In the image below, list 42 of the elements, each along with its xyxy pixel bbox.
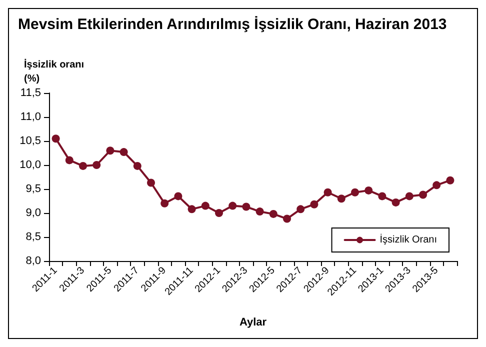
point — [215, 209, 223, 217]
point — [188, 205, 196, 214]
legend-label: İşsizlik Oranı — [380, 234, 438, 246]
point — [269, 210, 278, 218]
y-axis-title: İşsizlik oranı (%) — [24, 58, 84, 84]
point — [337, 194, 346, 203]
point — [242, 202, 250, 211]
y-tick-label: 11,5 — [20, 87, 41, 99]
point — [65, 156, 74, 164]
point — [133, 162, 142, 170]
point — [92, 161, 101, 169]
point — [378, 192, 386, 200]
point — [351, 188, 359, 196]
y-tick-label: 11,0 — [20, 111, 41, 123]
chart-title: Mevsim Etkilerinden Arındırılmış İşsizlik Oranı, Haziran 2013 — [18, 16, 447, 33]
point — [296, 205, 305, 214]
y-tick-label: 9,0 — [26, 207, 41, 219]
point — [405, 192, 414, 200]
point — [256, 208, 264, 216]
point — [106, 146, 114, 155]
point — [310, 200, 318, 208]
point — [364, 186, 373, 194]
point — [419, 190, 427, 199]
point — [324, 188, 332, 196]
point — [228, 202, 237, 210]
x-axis-title: Aylar — [239, 316, 268, 328]
point — [120, 148, 128, 156]
y-tick-label: 8,5 — [26, 231, 41, 243]
point — [446, 176, 454, 184]
y-tick-label: 10,5 — [20, 135, 41, 147]
y-tick-label: 9,5 — [26, 183, 41, 195]
y-tick-label: 8,0 — [26, 255, 41, 267]
point — [432, 181, 441, 190]
point — [201, 202, 210, 210]
point — [79, 162, 87, 170]
point — [160, 199, 169, 208]
point — [392, 198, 400, 206]
point — [174, 192, 182, 200]
point — [283, 214, 291, 223]
point — [147, 178, 155, 187]
y-tick-label: 10,0 — [20, 159, 41, 171]
point — [52, 134, 60, 143]
